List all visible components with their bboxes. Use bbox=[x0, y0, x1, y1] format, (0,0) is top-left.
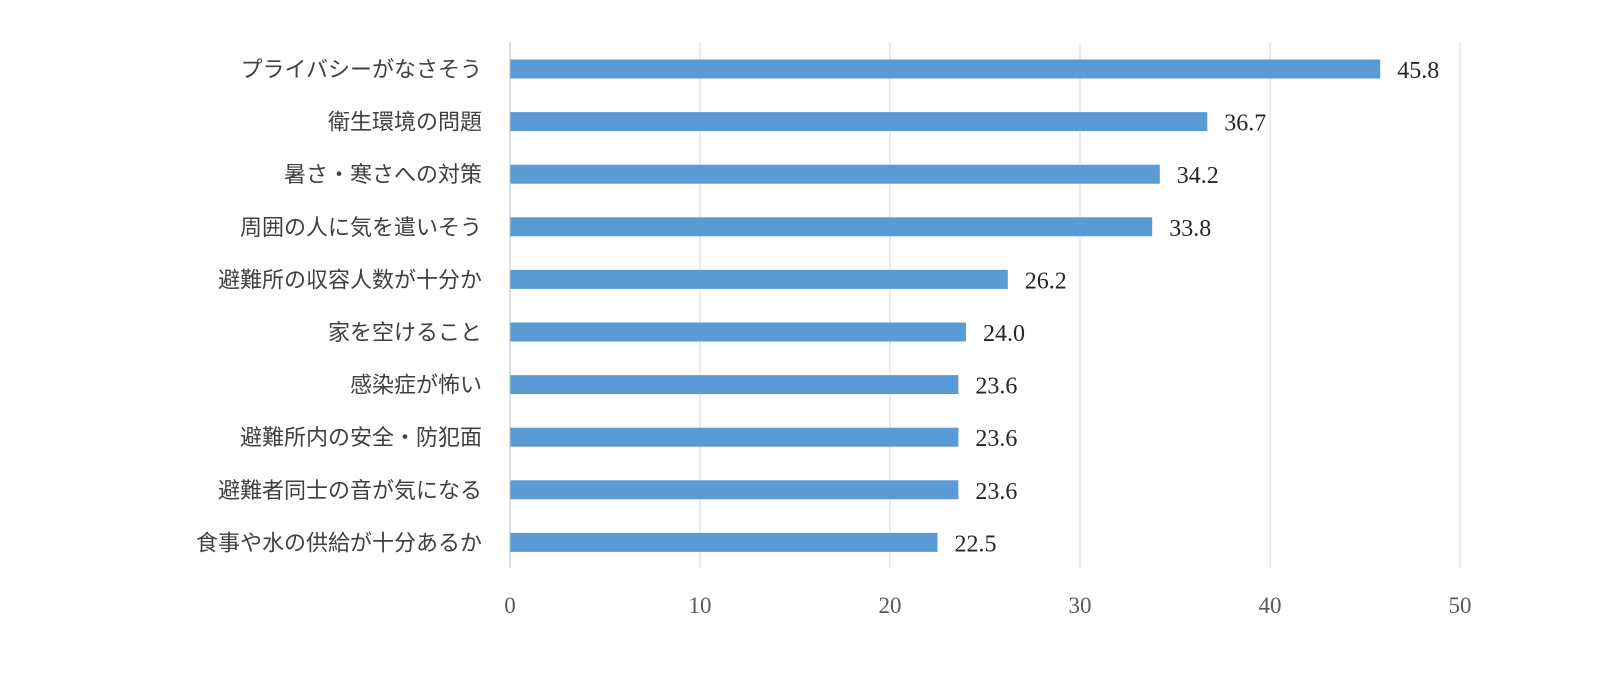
bar bbox=[510, 532, 938, 552]
bar bbox=[510, 480, 959, 500]
category-label: 食事や水の供給が十分あるか bbox=[196, 531, 482, 556]
data-label: 33.8 bbox=[1169, 216, 1211, 242]
data-label: 22.5 bbox=[955, 531, 997, 557]
category-label: 周囲の人に気を遣いそう bbox=[240, 216, 482, 241]
x-tick-label: 50 bbox=[1449, 593, 1472, 618]
data-label: 23.6 bbox=[975, 374, 1017, 400]
bar bbox=[510, 375, 959, 395]
bar bbox=[510, 112, 1208, 132]
data-label: 23.6 bbox=[975, 426, 1017, 452]
x-tick-labels: 0 10 20 30 40 50 bbox=[504, 593, 1471, 618]
x-tick-label: 10 bbox=[689, 593, 712, 618]
data-label: 36.7 bbox=[1224, 111, 1266, 137]
bar bbox=[510, 217, 1153, 237]
category-label: 感染症が怖い bbox=[350, 374, 482, 399]
data-label: 34.2 bbox=[1177, 163, 1219, 189]
bar bbox=[510, 59, 1381, 79]
category-label: 避難所内の安全・防犯面 bbox=[240, 426, 482, 451]
data-label: 23.6 bbox=[975, 479, 1017, 505]
bar bbox=[510, 269, 1008, 289]
bars bbox=[510, 59, 1381, 552]
x-tick-label: 0 bbox=[504, 593, 516, 618]
x-tick-label: 40 bbox=[1259, 593, 1282, 618]
category-labels: プライバシーがなさそう衛生環境の問題暑さ・寒さへの対策周囲の人に気を遣いそう避難… bbox=[196, 58, 482, 556]
bar bbox=[510, 164, 1160, 184]
category-label: プライバシーがなさそう bbox=[240, 58, 482, 83]
data-label: 24.0 bbox=[983, 321, 1025, 347]
category-label: 家を空けること bbox=[328, 321, 482, 346]
category-label: 暑さ・寒さへの対策 bbox=[284, 163, 482, 188]
category-label: 避難者同士の音が気になる bbox=[218, 479, 482, 504]
category-label: 衛生環境の問題 bbox=[328, 111, 482, 136]
bar bbox=[510, 427, 959, 447]
x-tick-label: 30 bbox=[1069, 593, 1092, 618]
data-label: 45.8 bbox=[1397, 58, 1439, 84]
x-tick-label: 20 bbox=[879, 593, 902, 618]
category-label: 避難所の収容人数が十分か bbox=[218, 268, 482, 293]
bar bbox=[510, 322, 966, 342]
data-labels: 45.8 36.734.2 33.8 26.2 24.0 23.6 23.6 23.6 22.5 bbox=[955, 58, 1440, 557]
data-label: 26.2 bbox=[1025, 268, 1067, 294]
